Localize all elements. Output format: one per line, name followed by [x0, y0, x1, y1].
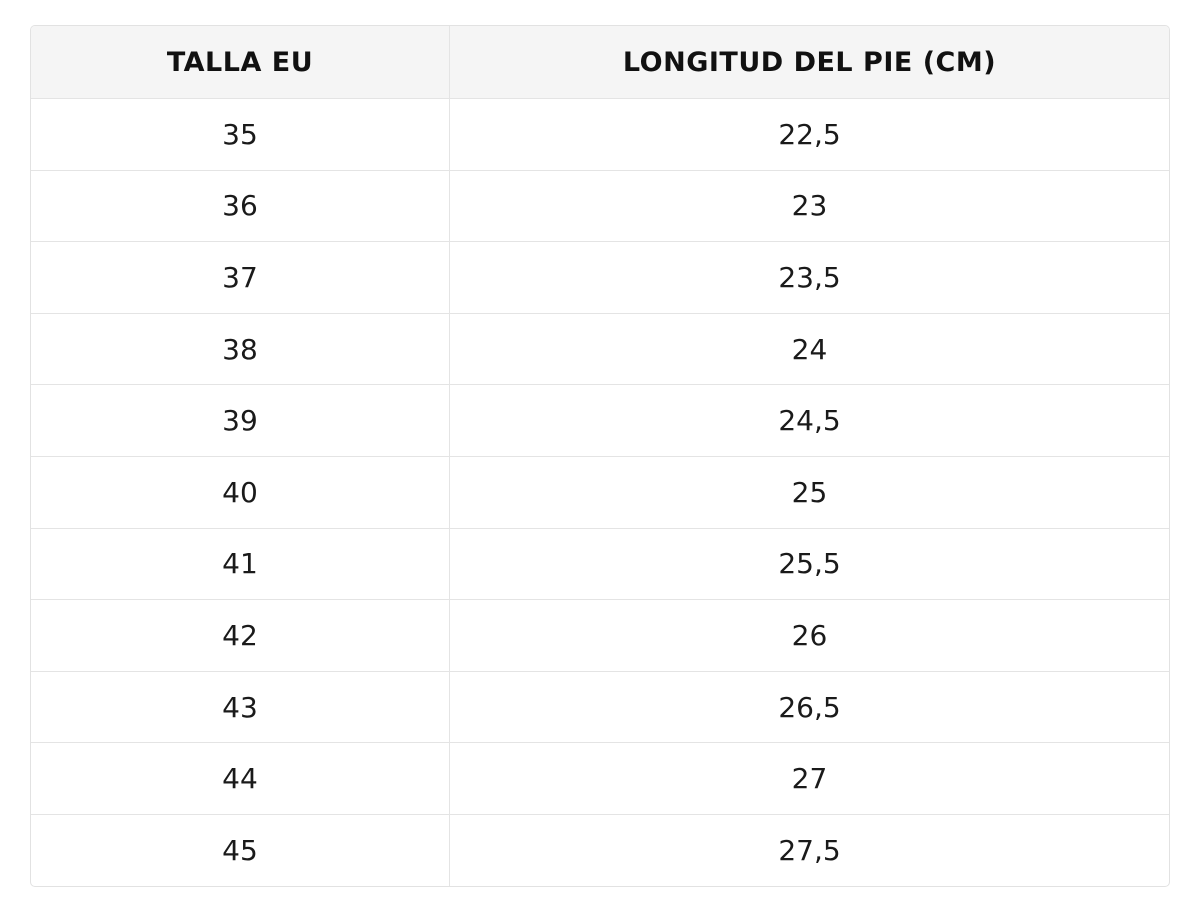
table-cell: 42	[31, 600, 450, 671]
table-row: 44 27	[31, 742, 1169, 814]
header-cell: LONGITUD DEL PIE (CM)	[622, 46, 997, 78]
table-row: 37 23,5	[31, 241, 1169, 313]
table-cell: 43	[31, 671, 450, 743]
header-cell: TALLA EU	[31, 26, 450, 98]
table-row: 43 26,5	[31, 670, 1169, 743]
table-cell: 26	[791, 618, 828, 652]
table-cell: 37	[31, 242, 450, 313]
table-cell: 22,5	[778, 117, 841, 151]
table-cell: 36	[31, 170, 450, 242]
table-row: 39 24,5	[31, 384, 1169, 456]
table-cell: 25,5	[778, 547, 841, 581]
table-cell: 23,5	[778, 260, 841, 294]
table-row: 42 26	[31, 599, 1169, 671]
table-cell: 35	[31, 99, 450, 170]
table-cell: 27	[791, 762, 828, 796]
table-cell: 41	[31, 528, 450, 600]
table-cell: 24	[791, 332, 828, 366]
table-cell: 44	[31, 743, 450, 814]
table-cell: 45	[31, 814, 450, 886]
table-cell: 27,5	[778, 833, 841, 867]
table-row: 35 22,5	[31, 98, 1169, 170]
table-cell: 24,5	[778, 404, 841, 438]
table-cell: 25	[791, 475, 828, 509]
header-row: TALLA EU LONGITUD DEL PIE (CM)	[31, 26, 1169, 98]
table-row: 45 27,5	[31, 813, 1169, 886]
size-table: TALLA EU LONGITUD DEL PIE (CM) 35 22,5 36 2…	[30, 25, 1170, 887]
table-cell: 40	[31, 456, 450, 528]
table-row: 40 25	[31, 455, 1169, 528]
table-row: 36 23	[31, 169, 1169, 242]
table-row: 41 25,5	[31, 527, 1169, 600]
table-cell: 39	[31, 385, 450, 456]
table-cell: 38	[31, 313, 450, 385]
table-cell: 26,5	[778, 690, 841, 724]
table-row: 38 24	[31, 312, 1169, 385]
table-cell: 23	[791, 189, 828, 223]
